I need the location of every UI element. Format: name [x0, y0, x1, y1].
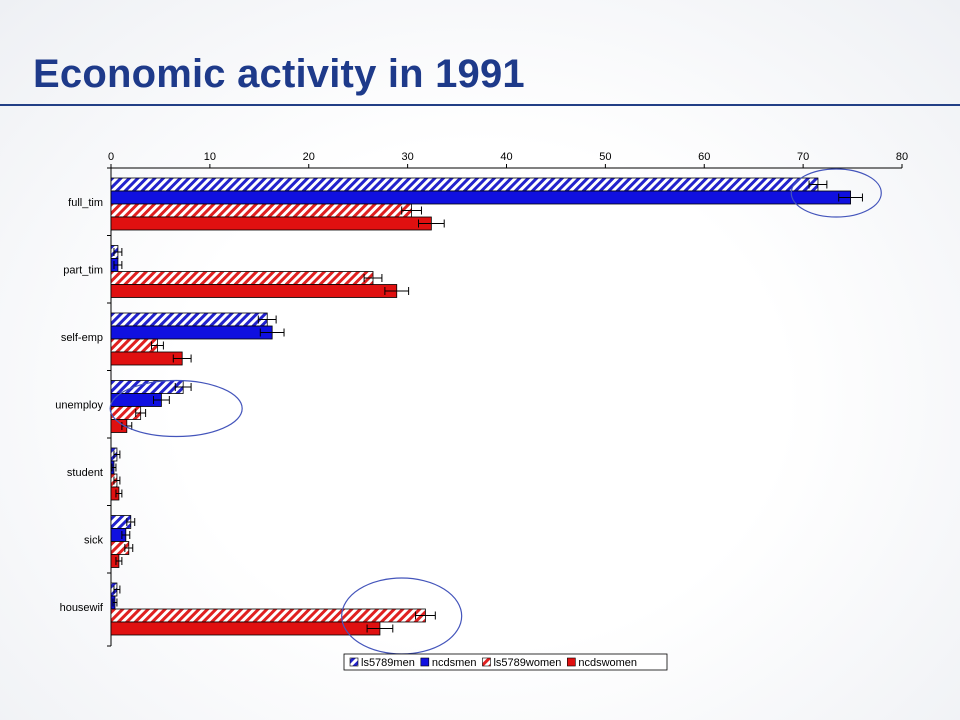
- legend-label-ls5789men: ls5789men: [361, 657, 415, 669]
- bar-ls5789women-full_tim: [110, 203, 412, 218]
- category-label: unemploy: [55, 399, 103, 411]
- x-tick-label: 40: [500, 151, 512, 163]
- legend-swatch-ls5789men: [349, 657, 359, 667]
- bar-ncdswomen-housewif: [110, 621, 381, 636]
- bar-ncdsmen-self-emp: [110, 325, 273, 340]
- bar-ls5789men-full_tim: [110, 177, 819, 192]
- legend-label-ls5789women: ls5789women: [493, 657, 561, 669]
- category-label: student: [67, 467, 103, 479]
- bar-ls5789women-housewif: [110, 608, 426, 623]
- x-tick-label: 50: [599, 151, 611, 163]
- bar-ls5789men-self-emp: [110, 312, 268, 327]
- bar-ncdsmen-full_tim: [110, 190, 851, 205]
- x-tick-label: 30: [402, 151, 414, 163]
- legend-swatch-ncdswomen: [567, 657, 576, 667]
- x-tick-label: 10: [204, 151, 216, 163]
- bar-ncdswomen-full_tim: [110, 216, 432, 231]
- category-label: sick: [84, 534, 103, 546]
- chart-bars: [110, 177, 863, 636]
- category-label: housewif: [60, 602, 104, 614]
- legend-label-ncdswomen: ncdswomen: [578, 657, 637, 669]
- bar-ls5789women-self-emp: [110, 338, 158, 353]
- highlight-ellipse-fulltime-men: [790, 168, 882, 218]
- x-tick-label: 70: [797, 151, 809, 163]
- category-label: full_tim: [68, 197, 103, 209]
- bar-ls5789women-part_tim: [110, 271, 374, 285]
- legend-swatch-ls5789women: [482, 657, 491, 667]
- category-label: self-emp: [61, 332, 103, 344]
- title-rule: [0, 104, 960, 106]
- chart-annotations: [109, 168, 882, 655]
- bar-ncdswomen-self-emp: [110, 351, 183, 366]
- x-tick-label: 0: [108, 151, 114, 163]
- chart-axes: 0 10 20 30 40 50 60 70 80 full_tim part_tim self-em…: [55, 151, 908, 647]
- x-tick-label: 80: [896, 151, 908, 163]
- category-label: part_tim: [63, 264, 103, 276]
- bar-ncdswomen-part_tim: [110, 284, 398, 298]
- highlight-ellipse-unemploy: [109, 379, 243, 438]
- chart-legend: ls5789men ncdsmen ls5789women ncdswomen: [343, 653, 668, 671]
- x-tick-label: 20: [303, 151, 315, 163]
- legend-label-ncdsmen: ncdsmen: [432, 657, 477, 669]
- bar-ls5789men-unemploy: [110, 380, 184, 394]
- x-tick-label: 60: [698, 151, 710, 163]
- legend-swatch-ncdsmen: [420, 657, 430, 667]
- slide-title: Economic activity in 1991: [33, 52, 525, 96]
